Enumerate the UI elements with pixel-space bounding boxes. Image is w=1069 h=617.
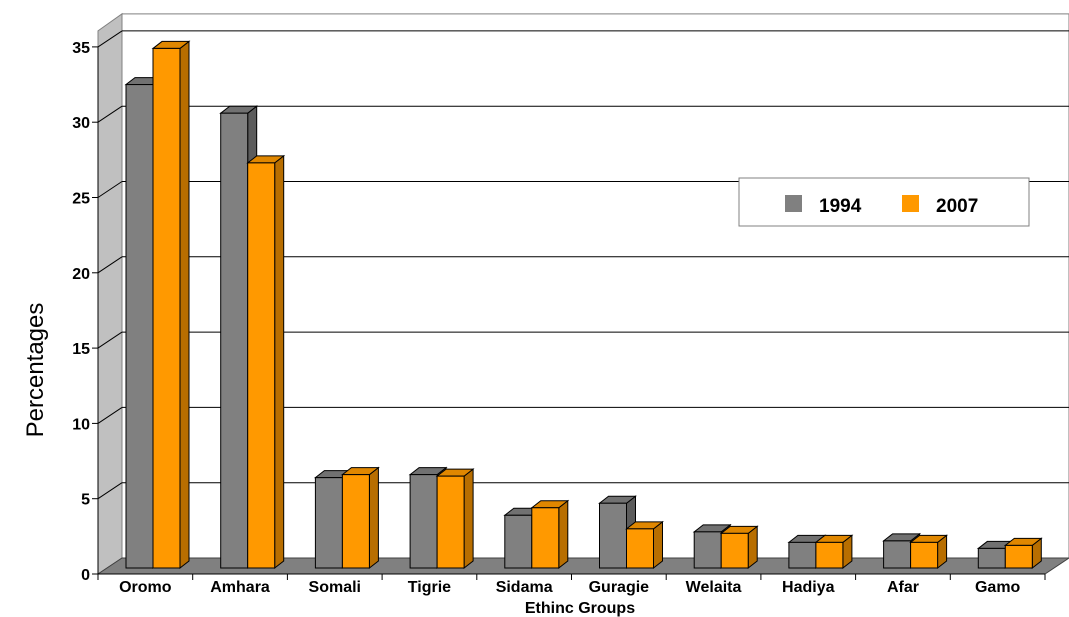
bar-front [977, 547, 1006, 569]
x-tick-label: Welaita [686, 579, 742, 596]
bar-front [409, 474, 438, 569]
x-tick-label: Afar [887, 579, 919, 596]
x-tick-label: Sidama [496, 579, 553, 596]
x-tick-label: Somali [309, 579, 361, 596]
x-tick-label: Hadiya [782, 579, 835, 596]
bar-front [531, 507, 560, 569]
y-tick-label: 15 [72, 341, 90, 358]
bar-side [368, 466, 379, 570]
bar-front [693, 531, 722, 569]
y-tick-label: 0 [81, 567, 90, 584]
gridline-side [97, 331, 123, 349]
bar-2007-amhara [246, 154, 286, 570]
bar-2007-gamo [1003, 537, 1043, 570]
bar-front [910, 541, 939, 569]
y-tick-label: 5 [81, 492, 90, 509]
bar-front [883, 540, 912, 569]
bar-front [788, 541, 817, 569]
legend-label: 1994 [819, 196, 862, 217]
bar-front [1004, 544, 1033, 569]
bar-side [274, 154, 285, 570]
y-tick-label: 10 [72, 416, 90, 433]
bar-front [314, 477, 343, 569]
x-tick-label: Gamo [975, 579, 1021, 596]
x-tick-label: Tigrie [408, 579, 451, 596]
x-axis-title: Ethinc Groups [525, 600, 635, 617]
gridline-side [97, 406, 123, 424]
bar-side [179, 40, 190, 570]
bar-2007-somali [340, 466, 380, 570]
x-tick-label: Guragie [589, 579, 650, 596]
bar-front [152, 47, 181, 569]
bar-front [220, 112, 249, 569]
x-axis: Oromo Amhara Somali Tigrie Sidama Guragie Wela… [97, 573, 1046, 596]
gridline-side [97, 105, 123, 123]
y-axis-title: Percentages [22, 303, 49, 438]
gridline-side [97, 482, 123, 500]
bar-front [626, 528, 654, 569]
bar-side [558, 499, 569, 570]
y-tick-label: 20 [72, 266, 90, 283]
y-tick-label: 25 [72, 191, 90, 208]
y-axis: 0 5 10 15 20 25 30 35 [72, 40, 99, 584]
gridline-side [97, 181, 123, 198]
bar-2007-hadiya [814, 534, 854, 570]
bar-2007-sidama [530, 499, 570, 570]
bar-2007-afar [909, 534, 949, 570]
side-wall [97, 12, 123, 575]
bar-front [341, 474, 370, 569]
x-tick-label: Amhara [210, 579, 270, 596]
bar-2007-oromo [151, 40, 191, 570]
bar-side [463, 468, 474, 570]
bars-group [124, 40, 1043, 570]
bar-front [125, 84, 154, 569]
x-tick-label: Oromo [119, 579, 172, 596]
bar-front [436, 475, 465, 569]
legend: 1994 2007 [738, 177, 1030, 227]
bar-front [720, 532, 749, 569]
y-tick-label: 30 [72, 115, 90, 132]
bar-2007-welaita [719, 525, 759, 570]
gridline-side [97, 30, 123, 48]
bar-front [599, 502, 627, 569]
bar-front [247, 162, 276, 569]
bar-2007-guragie [625, 520, 664, 570]
bar-front [504, 514, 533, 569]
legend-label: 2007 [936, 196, 978, 217]
gridline-side [97, 256, 123, 274]
legend-swatch [785, 195, 802, 212]
legend-box [738, 177, 1030, 227]
legend-swatch [902, 195, 919, 212]
bar-side [653, 520, 663, 570]
bar-front [815, 541, 844, 569]
y-tick-label: 35 [72, 40, 90, 57]
bar-2007-tigrie [435, 468, 475, 570]
